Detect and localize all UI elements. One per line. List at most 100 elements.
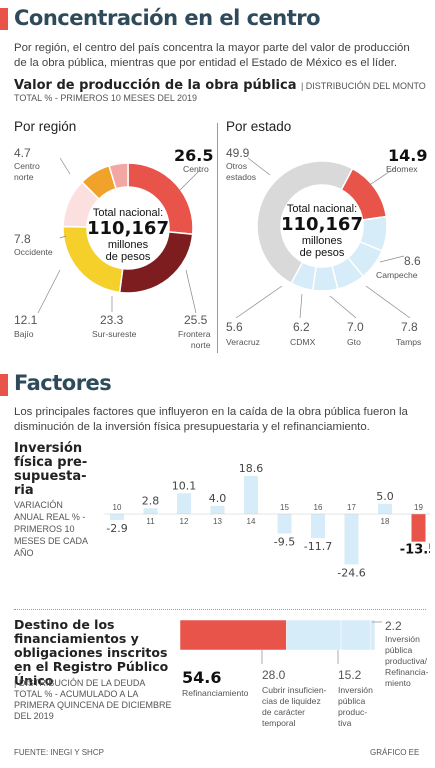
center-line4: de pesos [105, 251, 151, 263]
bar-11 [143, 508, 158, 514]
separator-line [14, 609, 426, 610]
value-label-15: -9.5 [274, 535, 295, 548]
debt-bar-segment-0 [179, 619, 287, 651]
leader-line-11 [329, 295, 357, 319]
leader-line-6 [247, 157, 271, 176]
section-title: Concentración en el centro [14, 6, 321, 30]
leader-line-12 [365, 285, 411, 319]
region-value-bajio: 12.1 [14, 313, 38, 327]
debt-value-inversion: 15.2 [338, 668, 362, 682]
tick-label-18: 18 [381, 517, 390, 526]
state-value-cdmx: 6.2 [293, 320, 310, 334]
center-line1: Total nacional: [92, 207, 164, 219]
section-lead: Por región, el centro del país concentra… [14, 42, 410, 69]
region-value-occidente: 7.8 [14, 232, 31, 246]
region-title: Por región [14, 119, 77, 134]
state-slice-6 [256, 160, 354, 285]
state-label-gto: Gto [347, 337, 361, 347]
bar-13 [210, 505, 225, 514]
section-marker [0, 8, 8, 30]
center-line1: Total nacional: [286, 203, 358, 215]
state-label-cdmx: CDMX [290, 337, 316, 347]
value-label-18: 5.0 [376, 490, 394, 503]
center-line3: millones [107, 239, 149, 251]
region-value-centro-norte: 4.7 [14, 146, 31, 160]
section-title: Factores [14, 371, 112, 395]
value-label-17: -24.6 [337, 566, 365, 579]
section-lead: Los principales factores que influyeron … [14, 406, 408, 433]
credit-note: GRÁFICO EE [370, 748, 420, 757]
center-line2: 110,167 [87, 218, 169, 239]
tick-label-12: 12 [180, 517, 189, 526]
bar-10 [110, 514, 124, 520]
debt-label-refinanciamiento: Refinanciamiento [182, 688, 249, 698]
tick-label-11: 11 [146, 517, 155, 526]
value-label-14: 18.6 [239, 462, 264, 475]
bar-19 [411, 514, 426, 542]
chart-heading-bold: Valor de producción de la obra pública [14, 78, 297, 93]
value-label-16: -11.7 [304, 540, 332, 553]
chart-heading-small: | DISTRIBUCIÓN DEL MONTO [300, 81, 426, 91]
source-note: FUENTE: INEGI Y SHCP [14, 748, 104, 757]
leader-line-2 [59, 235, 67, 239]
debt-bar-chart [179, 619, 382, 664]
chart-heading: Valor de producción de la obra pública |… [14, 76, 426, 94]
region-label-frontera-norte: Frontera norte [178, 329, 211, 350]
region-value-frontera-norte: 25.5 [184, 313, 208, 327]
bar-17 [344, 514, 359, 565]
investment-title: Inversión física pre-supuesta-ria [14, 441, 88, 498]
region-donut [37, 157, 411, 319]
region-label-centro-norte: Centro norte [14, 161, 40, 182]
leader-line-9 [235, 285, 283, 319]
debt-value-refinanciamiento: 54.6 [182, 668, 222, 687]
state-label-campeche: Campeche [376, 270, 418, 280]
debt-bar-segment-2 [340, 619, 371, 651]
state-value-campeche: 8.6 [404, 254, 421, 268]
value-label-11: 2.8 [142, 494, 160, 507]
region-value-sur-sureste: 23.3 [100, 313, 124, 327]
value-label-12: 10.1 [172, 479, 197, 492]
leader-line-8 [379, 255, 405, 263]
state-center-label: Total nacional: 110,167 millones de peso… [272, 203, 372, 259]
value-label-19: -13.5 [400, 543, 430, 558]
region-slice-5 [108, 162, 129, 190]
center-line4: de pesos [299, 247, 345, 259]
center-line3: millones [301, 235, 343, 247]
tick-label-19: 19 [414, 503, 423, 512]
state-label-tamps: Tamps [396, 337, 422, 347]
leader-line-10 [299, 293, 303, 319]
tick-label-15: 15 [280, 503, 289, 512]
bar-14 [244, 475, 258, 514]
value-label-13: 4.0 [209, 492, 227, 505]
bar-15 [277, 514, 292, 534]
region-label-bajio: Bajío [14, 329, 34, 339]
debt-label-inversion: Inversión pública produc- tiva [338, 685, 373, 728]
region-label-centro: Centro [183, 164, 209, 174]
leader-line-0 [59, 157, 71, 175]
leader-line-1 [177, 169, 201, 193]
region-value-centro: 26.5 [174, 146, 214, 165]
chart-heading-small-2: TOTAL % - PRIMEROS 10 MESES DEL 2019 [14, 93, 198, 103]
state-label-otros: Otros estados [226, 161, 257, 182]
state-value-tamps: 7.8 [401, 320, 418, 334]
tick-label-17: 17 [347, 503, 356, 512]
debt-title: Destino de los financiamientos y obligac… [14, 617, 169, 688]
leader-line-7 [367, 167, 396, 187]
investment-subtitle: VARIACIÓN ANUAL REAL % - PRIMEROS 10 MES… [14, 500, 88, 558]
bar-16 [311, 514, 325, 538]
section-marker [0, 374, 8, 396]
state-value-edomex: 14.9 [388, 146, 428, 165]
tick-label-16: 16 [314, 503, 323, 512]
debt-bar-segment-3 [370, 619, 376, 651]
state-value-otros: 49.9 [226, 146, 250, 160]
state-value-veracruz: 5.6 [226, 320, 243, 334]
value-label-10: -2.9 [106, 522, 127, 535]
region-label-occidente: Occidente [14, 247, 53, 257]
debt-bar-segment-1 [286, 619, 342, 651]
region-label-sur-sureste: Sur-sureste [92, 329, 137, 339]
leader-line-3 [37, 269, 61, 314]
debt-value-liquidez: 28.0 [262, 668, 286, 682]
bar-18 [378, 503, 392, 514]
investment-bar-chart: 10 -2.9 11 2.8 12 10.1 13 4.0 14 18.6 15 -9.5 16 -11.… [104, 462, 430, 579]
debt-value-inv-refin: 2.2 [385, 619, 402, 633]
